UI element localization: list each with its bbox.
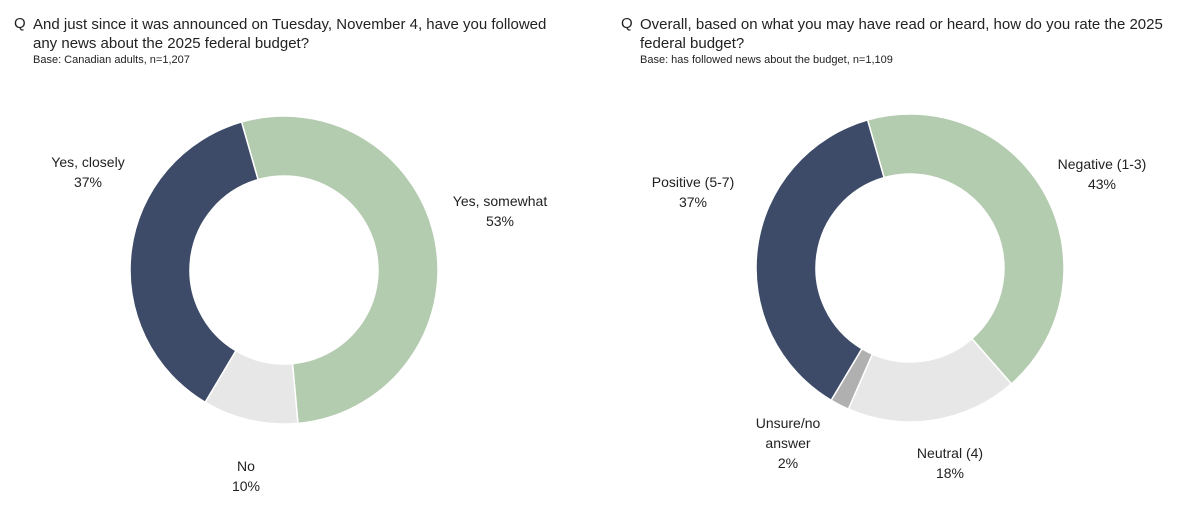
- category: Yes, somewhat: [452, 193, 548, 209]
- chart-title: And just since it was announced on Tuesd…: [33, 16, 547, 52]
- value-label: 37%: [678, 194, 708, 210]
- value-label: 10%: [231, 478, 261, 494]
- value-label: 53%: [485, 213, 515, 229]
- slice: [129, 121, 260, 404]
- slice-label: Yes, closely 37%: [28, 152, 148, 192]
- category: Positive (5-7): [651, 174, 735, 190]
- slice-label: Negative (1-3) 43%: [1042, 154, 1162, 194]
- slice: [240, 115, 439, 425]
- chart-subtitle: Base: has followed news about the budget…: [640, 54, 893, 66]
- question-marker: Q: [14, 15, 26, 32]
- category: No: [237, 458, 255, 474]
- category: Neutral (4): [916, 445, 984, 461]
- category: Yes, closely: [51, 154, 125, 170]
- slice-label: Neutral (4) 18%: [890, 443, 1010, 483]
- slice-label: No 10%: [206, 456, 286, 496]
- slice-label: Yes, somewhat 53%: [440, 191, 560, 231]
- slice: [755, 119, 886, 402]
- chart-title: Overall, based on what you may have read…: [640, 16, 1163, 52]
- category: Negative (1-3): [1057, 156, 1147, 172]
- value-label: 37%: [73, 174, 103, 190]
- chart-subtitle: Base: Canadian adults, n=1,207: [33, 54, 190, 66]
- slice: [866, 113, 1065, 385]
- question-marker: Q: [621, 15, 633, 32]
- slice-label: Positive (5-7) 37%: [633, 172, 753, 212]
- value-label: 43%: [1087, 176, 1117, 192]
- category: Unsure/no answer: [755, 415, 821, 451]
- slice-label: Unsure/no answer 2%: [748, 413, 828, 473]
- value-label: 2%: [777, 455, 799, 471]
- value-label: 18%: [935, 465, 965, 481]
